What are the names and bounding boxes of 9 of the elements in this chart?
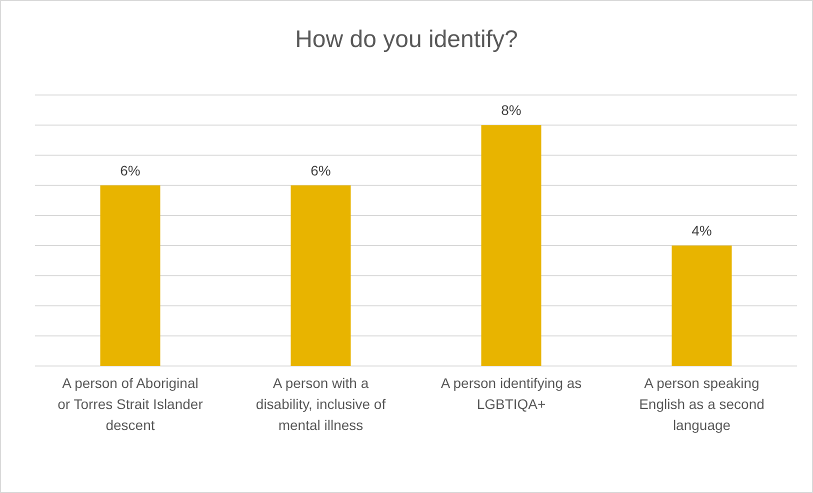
- data-label: 4%: [692, 222, 712, 239]
- data-label: 8%: [501, 102, 522, 118]
- x-tick-label: A person of Aboriginal or Torres Strait Islander descent: [58, 375, 204, 433]
- x-tick-label: A person with a disability, inclusive of mental illness: [256, 375, 386, 433]
- x-tick-label: A person speaking English as a second language: [639, 375, 764, 433]
- data-label: 6%: [310, 162, 331, 178]
- x-tick-label: A person identifying as LGBTIQA+: [440, 375, 582, 412]
- data-label: 6%: [120, 162, 140, 178]
- chart-title: How do you identify?: [295, 26, 518, 53]
